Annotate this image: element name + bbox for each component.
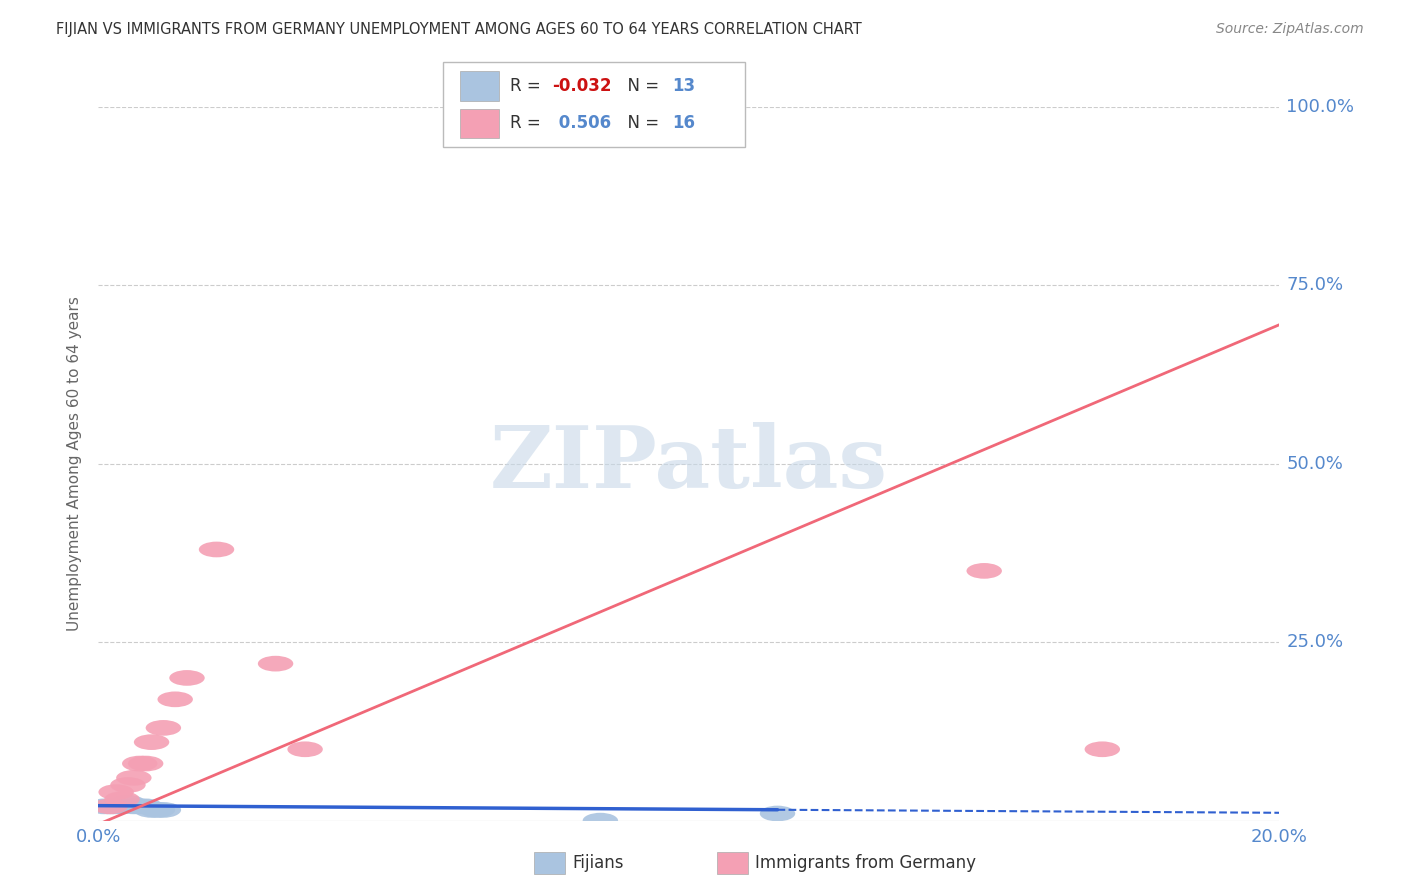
Text: 16: 16 — [672, 114, 695, 132]
Ellipse shape — [759, 805, 796, 822]
Ellipse shape — [966, 563, 1002, 579]
Text: FIJIAN VS IMMIGRANTS FROM GERMANY UNEMPLOYMENT AMONG AGES 60 TO 64 YEARS CORRELA: FIJIAN VS IMMIGRANTS FROM GERMANY UNEMPL… — [56, 22, 862, 37]
Ellipse shape — [257, 656, 294, 672]
Text: N =: N = — [617, 114, 665, 132]
Text: Source: ZipAtlas.com: Source: ZipAtlas.com — [1216, 22, 1364, 37]
Ellipse shape — [122, 798, 157, 814]
Text: 75.0%: 75.0% — [1286, 277, 1344, 294]
Text: 25.0%: 25.0% — [1286, 633, 1344, 651]
Ellipse shape — [287, 741, 323, 757]
Ellipse shape — [117, 798, 152, 814]
Ellipse shape — [146, 720, 181, 736]
Ellipse shape — [128, 756, 163, 772]
Ellipse shape — [1084, 741, 1121, 757]
Text: 0.506: 0.506 — [553, 114, 610, 132]
Ellipse shape — [134, 734, 169, 750]
Ellipse shape — [98, 798, 134, 814]
Ellipse shape — [128, 798, 163, 814]
Text: N =: N = — [617, 78, 665, 95]
Text: 100.0%: 100.0% — [1286, 98, 1354, 116]
Ellipse shape — [110, 777, 146, 793]
Y-axis label: Unemployment Among Ages 60 to 64 years: Unemployment Among Ages 60 to 64 years — [67, 296, 83, 632]
Text: Fijians: Fijians — [572, 855, 624, 872]
Ellipse shape — [169, 670, 205, 686]
Ellipse shape — [157, 691, 193, 707]
Text: 50.0%: 50.0% — [1286, 455, 1343, 473]
Text: -0.032: -0.032 — [553, 78, 612, 95]
Ellipse shape — [134, 802, 169, 818]
Ellipse shape — [122, 756, 157, 772]
Ellipse shape — [93, 798, 128, 814]
Ellipse shape — [117, 770, 152, 786]
Text: R =: R = — [510, 78, 547, 95]
Text: Immigrants from Germany: Immigrants from Germany — [755, 855, 976, 872]
Ellipse shape — [87, 798, 122, 814]
Ellipse shape — [104, 791, 139, 807]
Ellipse shape — [98, 784, 134, 800]
Ellipse shape — [139, 802, 176, 818]
Text: R =: R = — [510, 114, 547, 132]
Ellipse shape — [110, 795, 146, 811]
Text: 13: 13 — [672, 78, 695, 95]
Ellipse shape — [93, 798, 128, 814]
Text: ZIPatlas: ZIPatlas — [489, 422, 889, 506]
Ellipse shape — [104, 798, 139, 814]
Ellipse shape — [582, 813, 619, 829]
Ellipse shape — [198, 541, 235, 558]
Ellipse shape — [146, 802, 181, 818]
